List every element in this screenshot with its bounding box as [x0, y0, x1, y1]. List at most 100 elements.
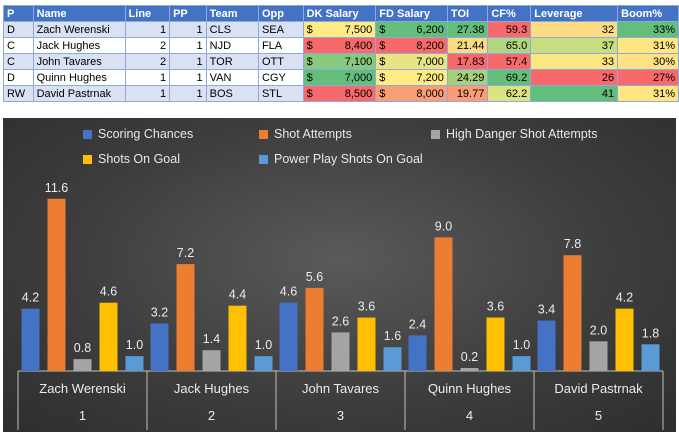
bar: [228, 305, 247, 371]
col-header-p[interactable]: P: [3, 5, 34, 22]
cell-boom[interactable]: 30%: [617, 53, 679, 70]
cell-dk-salary[interactable]: $8,400: [302, 37, 377, 54]
cell-p[interactable]: D: [3, 21, 34, 38]
cell-boom[interactable]: 33%: [617, 21, 679, 38]
cell-line[interactable]: 2: [124, 37, 171, 54]
fd-salary-value: 7,200: [416, 71, 444, 84]
cell-pp[interactable]: 1: [169, 85, 207, 102]
cell-leverage[interactable]: 37: [530, 37, 619, 54]
cell-fd-salary[interactable]: $8,200: [375, 37, 448, 54]
data-label: 7.2: [177, 246, 194, 260]
cell-toi[interactable]: 27.38: [446, 21, 489, 38]
cell-team[interactable]: CLS: [205, 21, 259, 38]
cell-boom[interactable]: 27%: [617, 69, 679, 86]
col-header-pp[interactable]: PP: [169, 5, 207, 22]
cell-dk-salary[interactable]: $8,500: [302, 85, 377, 102]
dk-salary-value: 7,000: [344, 71, 373, 84]
cell-cf[interactable]: 69.2: [487, 69, 532, 86]
cell-opp[interactable]: OTT: [257, 53, 304, 70]
col-header-name[interactable]: Name: [32, 5, 126, 22]
legend-label: Shot Attempts: [274, 127, 352, 141]
legend-item[interactable]: High Danger Shot Attempts: [431, 127, 597, 141]
data-label: 4.2: [616, 291, 633, 305]
col-header-team[interactable]: Team: [205, 5, 259, 22]
cell-team[interactable]: TOR: [205, 53, 259, 70]
bar: [537, 320, 556, 371]
cell-name[interactable]: Quinn Hughes: [32, 69, 126, 86]
bar: [486, 317, 505, 371]
cell-opp[interactable]: STL: [257, 85, 304, 102]
legend-item[interactable]: Scoring Chances: [83, 127, 193, 141]
cell-pp[interactable]: 1: [169, 69, 207, 86]
cell-pp[interactable]: 1: [169, 21, 207, 38]
category-label: Jack Hughes: [174, 381, 250, 396]
cell-dk-salary[interactable]: $7,000: [302, 69, 377, 86]
currency-symbol: $: [379, 55, 386, 68]
cell-cf[interactable]: 57.4: [487, 53, 532, 70]
cell-leverage[interactable]: 26: [530, 69, 619, 86]
data-label: 11.6: [45, 181, 68, 195]
cell-opp[interactable]: SEA: [257, 21, 304, 38]
cell-opp[interactable]: CGY: [257, 69, 304, 86]
col-header-boom[interactable]: Boom%: [617, 5, 679, 22]
col-header-toi[interactable]: TOI: [446, 5, 489, 22]
cell-p[interactable]: D: [3, 69, 34, 86]
currency-symbol: $: [306, 23, 313, 36]
cell-name[interactable]: John Tavares: [32, 53, 126, 70]
data-label: 4.6: [280, 285, 297, 299]
cell-cf[interactable]: 65.0: [487, 37, 532, 54]
cell-line[interactable]: 2: [124, 53, 171, 70]
cell-fd-salary[interactable]: $7,000: [375, 53, 448, 70]
cell-dk-salary[interactable]: $7,100: [302, 53, 377, 70]
cell-fd-salary[interactable]: $6,200: [375, 21, 448, 38]
cell-pp[interactable]: 1: [169, 37, 207, 54]
col-header-dk-salary[interactable]: DK Salary: [302, 5, 377, 22]
cell-line[interactable]: 1: [124, 21, 171, 38]
cell-fd-salary[interactable]: $8,000: [375, 85, 448, 102]
cell-toi[interactable]: 21.44: [446, 37, 489, 54]
data-label: 1.6: [384, 329, 401, 343]
table-row: D Zach Werenski 1 1 CLS SEA $7,500 $6,20…: [3, 21, 679, 38]
category-number: 1: [79, 408, 86, 423]
cell-name[interactable]: David Pastrnak: [32, 85, 126, 102]
currency-symbol: $: [306, 87, 313, 100]
cell-name[interactable]: Zach Werenski: [32, 21, 126, 38]
cell-toi[interactable]: 24.29: [446, 69, 489, 86]
cell-team[interactable]: VAN: [205, 69, 259, 86]
cell-team[interactable]: NJD: [205, 37, 259, 54]
cell-toi[interactable]: 19.77: [446, 85, 489, 102]
cell-boom[interactable]: 31%: [617, 37, 679, 54]
col-header-fd-salary[interactable]: FD Salary: [375, 5, 448, 22]
legend-item[interactable]: Shot Attempts: [259, 127, 352, 141]
cell-leverage[interactable]: 33: [530, 53, 619, 70]
col-header-opp[interactable]: Opp: [257, 5, 304, 22]
cell-p[interactable]: RW: [3, 85, 34, 102]
cell-pp[interactable]: 1: [169, 53, 207, 70]
cell-team[interactable]: BOS: [205, 85, 259, 102]
cell-fd-salary[interactable]: $7,200: [375, 69, 448, 86]
cell-cf[interactable]: 62.2: [487, 85, 532, 102]
cell-toi[interactable]: 17.83: [446, 53, 489, 70]
col-header-cf[interactable]: CF%: [487, 5, 532, 22]
fd-salary-value: 6,200: [416, 23, 444, 36]
cell-p[interactable]: C: [3, 53, 34, 70]
cell-cf[interactable]: 59.3: [487, 21, 532, 38]
cell-boom[interactable]: 31%: [617, 85, 679, 102]
cell-leverage[interactable]: 41: [530, 85, 619, 102]
col-header-line[interactable]: Line: [124, 5, 171, 22]
cell-name[interactable]: Jack Hughes: [32, 37, 126, 54]
legend-swatch: [431, 129, 440, 139]
cell-opp[interactable]: FLA: [257, 37, 304, 54]
cell-line[interactable]: 1: [124, 85, 171, 102]
col-header-leverage[interactable]: Leverage: [530, 5, 619, 22]
bar: [357, 317, 376, 371]
cell-line[interactable]: 1: [124, 69, 171, 86]
bar: [99, 302, 118, 371]
data-label: 1.4: [203, 332, 220, 346]
cell-dk-salary[interactable]: $7,500: [302, 21, 377, 38]
legend-item[interactable]: Shots On Goal: [83, 152, 180, 166]
bar-chart: 4.2 11.6 0.8 4.6 1.0 Zach Werenski 1 3.2 7.2 1.4 4…: [17, 181, 664, 430]
legend-item[interactable]: Power Play Shots On Goal: [259, 152, 423, 166]
cell-leverage[interactable]: 32: [530, 21, 619, 38]
cell-p[interactable]: C: [3, 37, 34, 54]
